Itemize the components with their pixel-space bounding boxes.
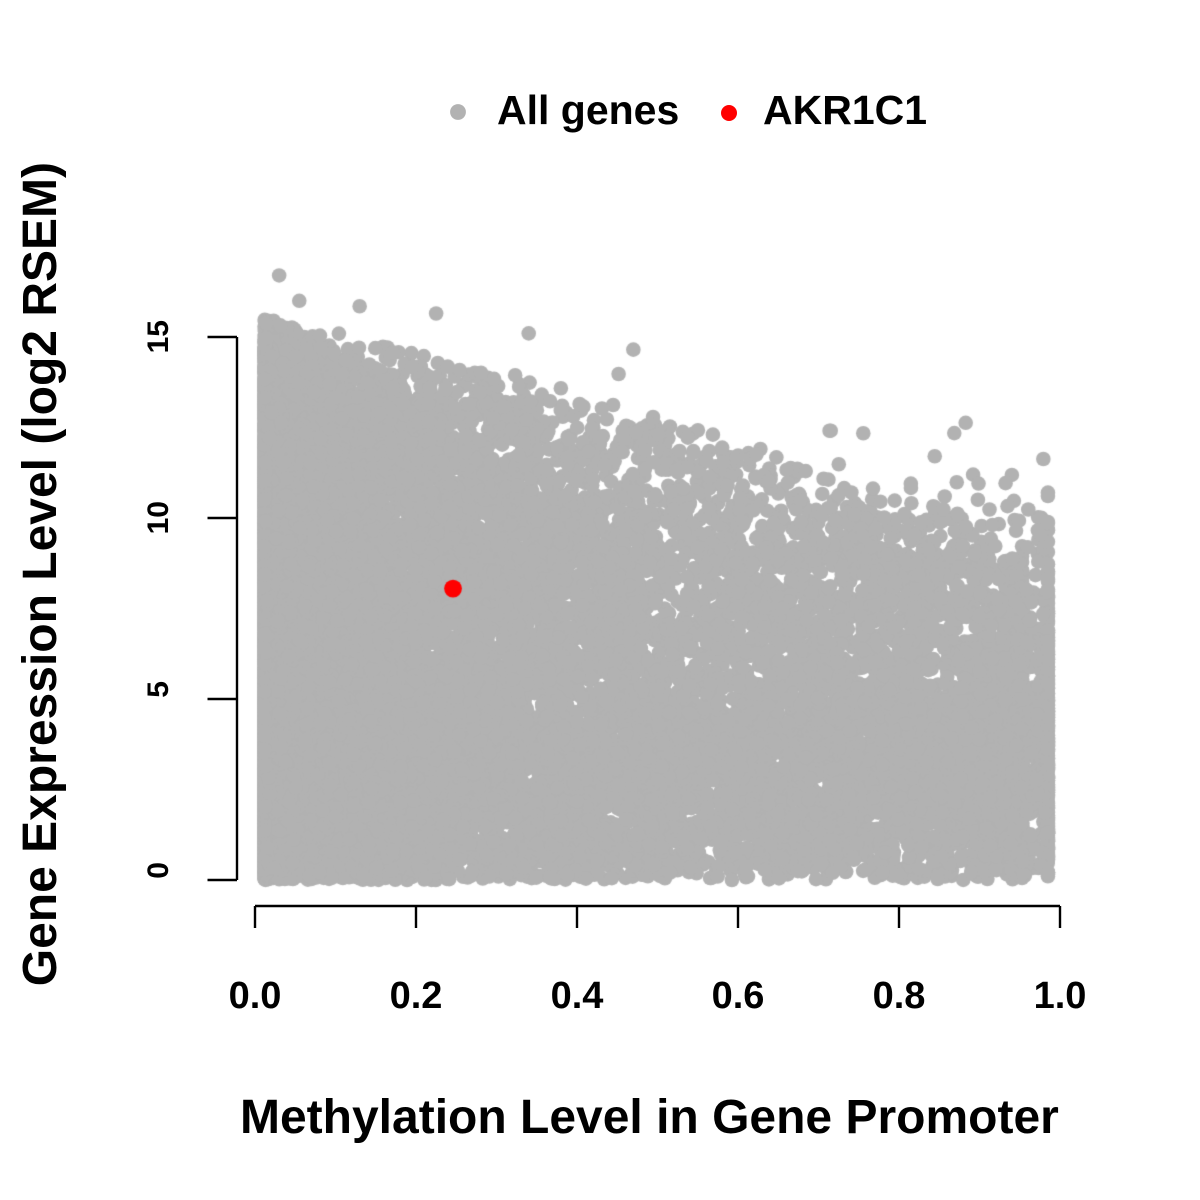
svg-text:0.0: 0.0: [229, 975, 282, 1017]
svg-text:0.6: 0.6: [712, 975, 765, 1017]
svg-text:1.0: 1.0: [1034, 975, 1087, 1017]
svg-text:0.4: 0.4: [551, 975, 604, 1017]
svg-text:0.2: 0.2: [390, 975, 443, 1017]
svg-text:0.8: 0.8: [873, 975, 926, 1017]
